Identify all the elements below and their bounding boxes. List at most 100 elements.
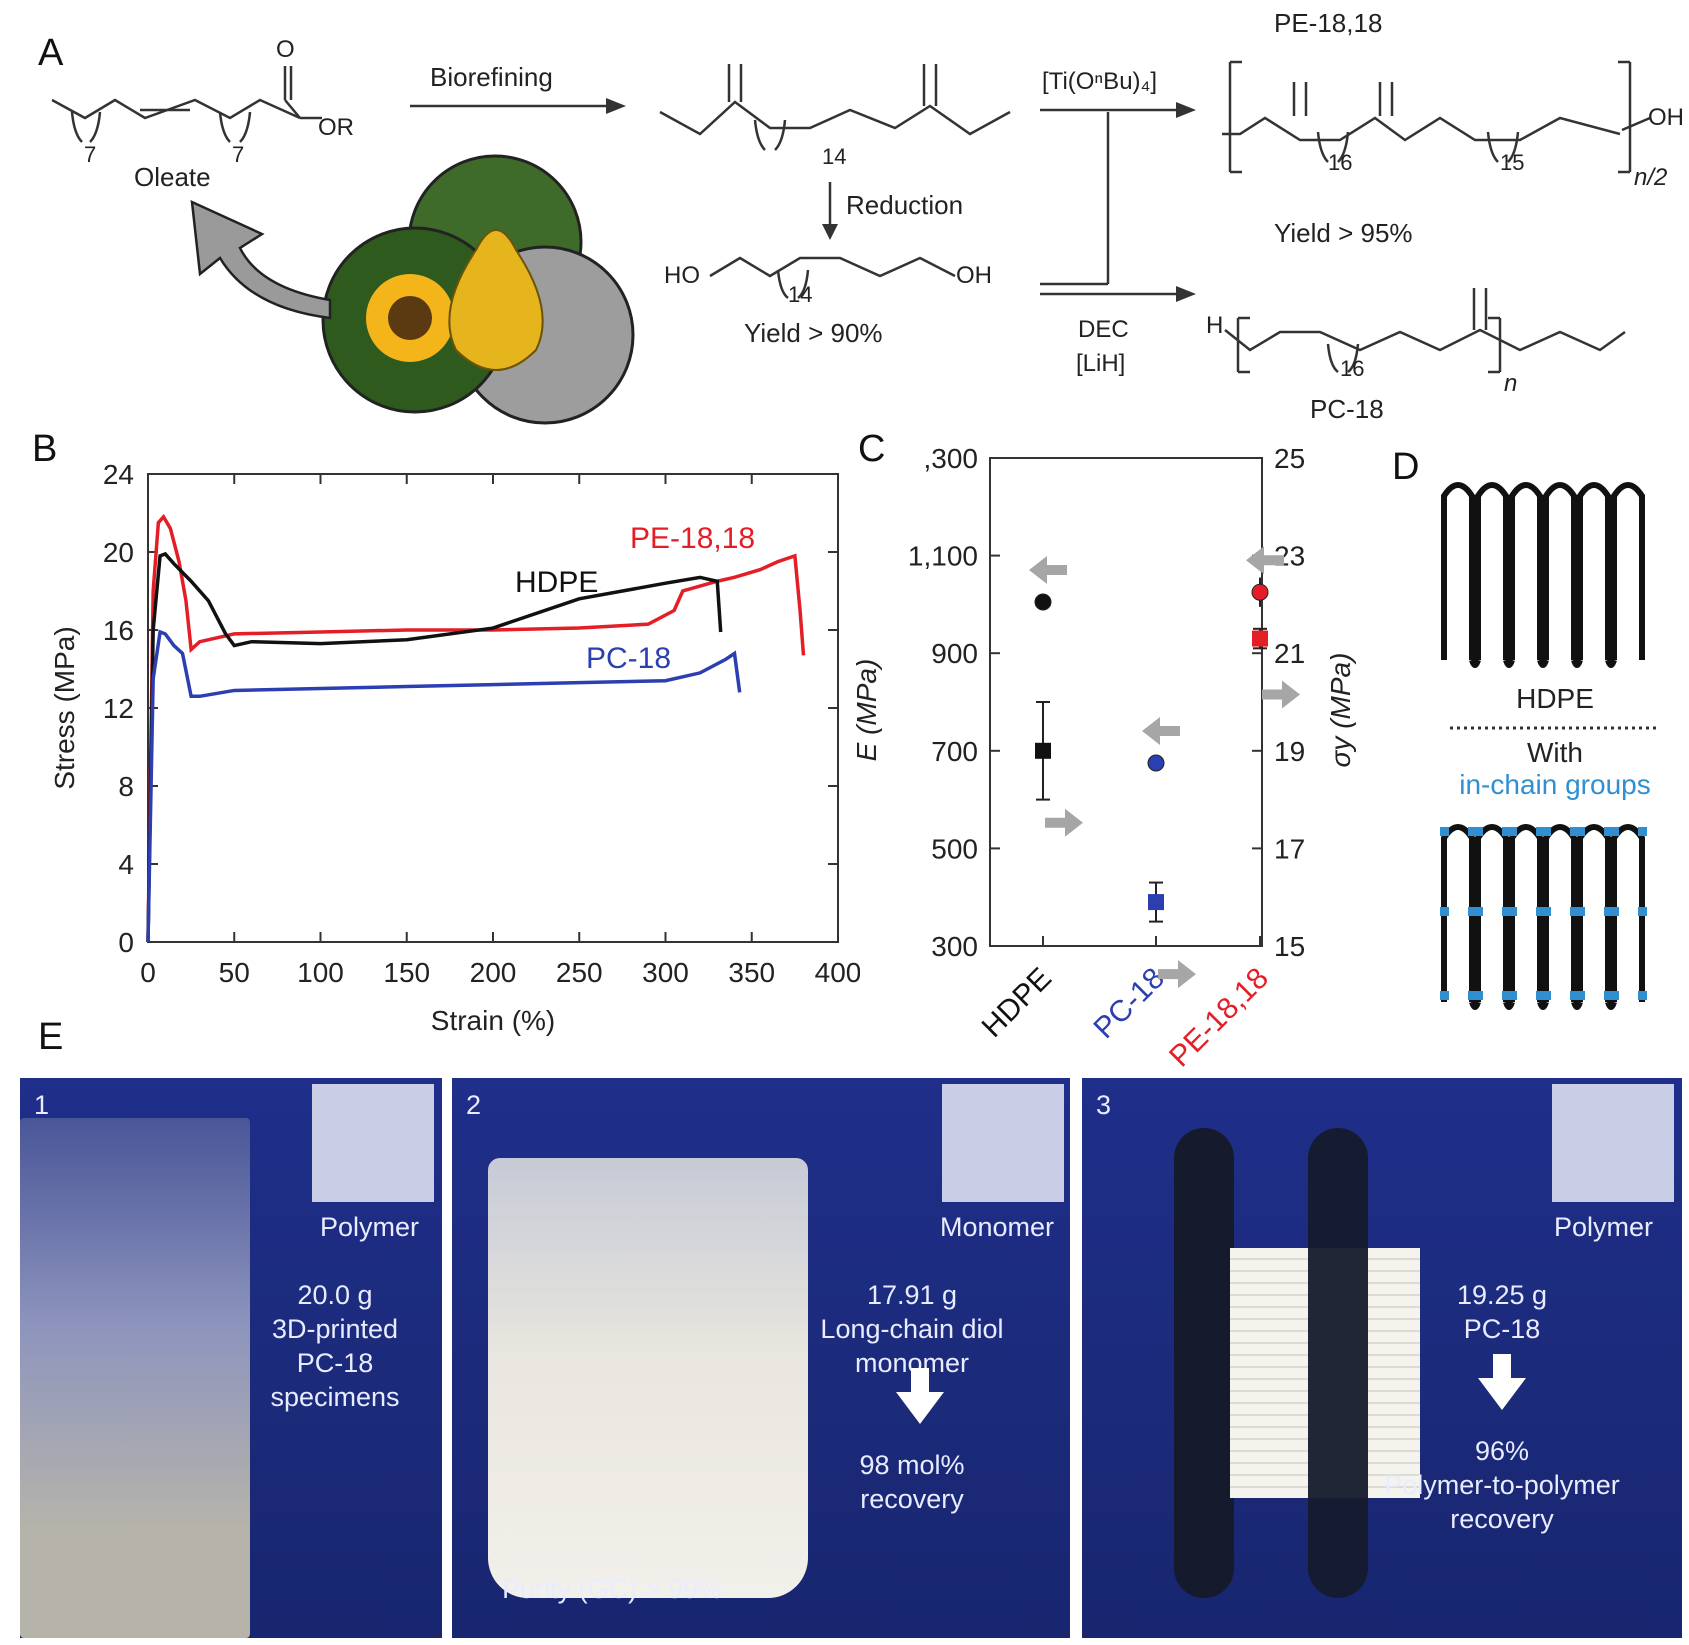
left-tick-label: 300: [931, 931, 978, 962]
oleate-label: Oleate: [134, 162, 211, 192]
box3-text-3: 96%: [1474, 1436, 1530, 1466]
recycling-step-1: 1 Polymer 20.0 g 3D-printed PC-18 specim…: [20, 1078, 442, 1638]
in-chain-group: [1508, 991, 1517, 1000]
left-tick-label: 500: [931, 833, 978, 864]
y-tick-label: 12: [103, 693, 134, 724]
x-axis-label: Strain (%): [431, 1005, 555, 1036]
left-tick-label: 900: [931, 638, 978, 669]
label-pc: PC-18: [586, 642, 671, 675]
right-axis-label: σy (MPa): [1325, 653, 1356, 768]
diol-ho: HO: [664, 262, 700, 289]
pe-yield: Yield > 95%: [1274, 218, 1413, 248]
bioresource-illustration: [190, 154, 635, 425]
chain-fold: [1509, 482, 1543, 660]
left-arrow-indicator: [1029, 555, 1067, 584]
in-chain-group: [1468, 907, 1477, 916]
chain-folding-diagram: HDPE With in-chain groups: [1440, 482, 1660, 1010]
chain-fold: [1611, 482, 1645, 660]
box1-text-2: 3D-printed: [271, 1314, 399, 1344]
step-number-2: 2: [466, 1090, 482, 1120]
box3-text-5: recovery: [1450, 1504, 1554, 1534]
x-tick-label: 150: [383, 957, 430, 988]
in-chain-group: [1536, 907, 1545, 916]
left-arrow-indicator: [1246, 546, 1284, 575]
label-pe: PE-18,18: [630, 522, 755, 555]
box1-text-4: specimens: [270, 1382, 400, 1412]
pc-subscript: 16: [1340, 356, 1365, 381]
chain-fold-bottom: [1605, 1001, 1617, 1010]
modulus-point: [1034, 593, 1052, 611]
box3-text-1: 19.25 g: [1456, 1280, 1548, 1310]
chain-fold-bottom: [1537, 659, 1549, 668]
chain-fold: [1611, 824, 1645, 1002]
right-tick-label: 21: [1274, 638, 1305, 669]
x-tick-label: 200: [470, 957, 517, 988]
x-tick-label: 300: [642, 957, 689, 988]
panel-label-e: E: [38, 1016, 64, 1058]
in-chain-group: [1638, 827, 1647, 836]
inset-label-polymer-1: Polymer: [320, 1212, 420, 1242]
diol-oh: OH: [956, 262, 992, 289]
in-chain-group: [1474, 991, 1483, 1000]
chain-fold-bottom: [1469, 659, 1481, 668]
pe-subscript-1: 16: [1328, 150, 1353, 175]
y-axis-label: Stress (MPa): [49, 626, 80, 789]
in-chain-group: [1440, 827, 1449, 836]
label-hdpe: HDPE: [515, 566, 598, 599]
pe-subscript-2: 15: [1500, 150, 1525, 175]
pe-repeat-n: n/2: [1634, 164, 1668, 191]
oleate-o: O: [276, 36, 295, 63]
y-tick-label: 4: [118, 849, 134, 880]
chain-fold: [1441, 824, 1475, 1002]
modulus-point: [1251, 583, 1269, 601]
pc-h: H: [1206, 312, 1224, 339]
spool-flange-right: [1308, 1128, 1368, 1598]
right-arrow-indicator: [1045, 808, 1083, 837]
polymer-inset-1: [312, 1084, 434, 1202]
x-tick-label: 100: [297, 957, 344, 988]
series-line-pe1818: [146, 513, 806, 943]
yield-point: [1252, 630, 1268, 647]
yield-point: [1035, 742, 1051, 759]
box1-text-3: PC-18: [296, 1348, 374, 1378]
in-chain-group: [1570, 827, 1579, 836]
in-chain-group: [1440, 991, 1449, 1000]
in-chain-group: [1570, 907, 1579, 916]
catalyst-label: [Ti(OⁿBu)₄]: [1042, 68, 1157, 95]
polymer-inset-3: [1552, 1084, 1674, 1202]
left-tick-label: 700: [931, 736, 978, 767]
chain-fold: [1509, 824, 1543, 1002]
in-chain-group: [1508, 907, 1517, 916]
oleate-or: OR: [318, 114, 354, 141]
chain-fold-bottom: [1469, 1001, 1481, 1010]
step-number-1: 1: [34, 1090, 50, 1120]
hdpe-label: HDPE: [1516, 683, 1594, 714]
yield-point: [1148, 894, 1164, 911]
series-line-hdpe: [146, 551, 723, 943]
box1-text-1: 20.0 g: [297, 1280, 373, 1310]
in-chain-group: [1610, 827, 1619, 836]
pc-title: PC-18: [1310, 394, 1384, 424]
in-chain-group: [1468, 991, 1477, 1000]
diol-subscript: 14: [788, 282, 813, 307]
chain-fold: [1577, 824, 1611, 1002]
series-line-pc18: [146, 629, 742, 943]
inset-label-monomer: Monomer: [940, 1212, 1055, 1242]
diester-subscript: 14: [822, 144, 847, 169]
in-chain-group: [1536, 991, 1545, 1000]
right-tick-label: 19: [1274, 736, 1305, 767]
chain-fold: [1577, 482, 1611, 660]
beaker-photo: [20, 1118, 250, 1638]
in-chain-group: [1604, 991, 1613, 1000]
in-chain-group: [1638, 991, 1647, 1000]
panel-label-c: C: [858, 428, 886, 470]
pc-repeat-n: n: [1504, 370, 1518, 397]
right-tick-label: 17: [1274, 833, 1305, 864]
in-chain-group: [1536, 827, 1545, 836]
y-tick-label: 0: [118, 927, 134, 958]
in-chain-group: [1542, 991, 1551, 1000]
biorefining-label: Biorefining: [430, 62, 553, 92]
in-chain-group: [1576, 827, 1585, 836]
down-arrow-3: [1478, 1378, 1526, 1410]
in-chain-label: in-chain groups: [1459, 769, 1650, 800]
